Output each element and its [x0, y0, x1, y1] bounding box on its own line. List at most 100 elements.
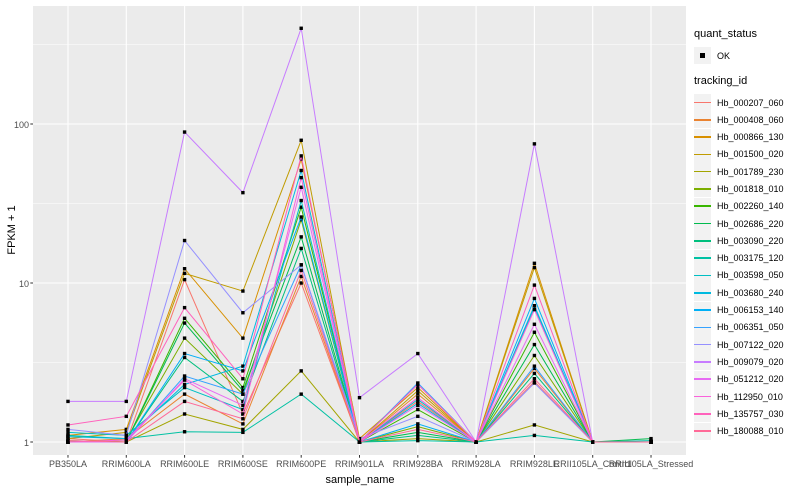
data-point — [241, 407, 245, 412]
legend-line-swatch-icon — [694, 336, 711, 354]
legend-line-swatch-icon — [694, 249, 711, 267]
data-point — [241, 377, 245, 381]
data-point — [532, 371, 537, 376]
x-tick-label: RRIM901LA — [334, 459, 385, 469]
data-point — [182, 378, 187, 382]
x-tick-label: RRIM600LE — [160, 459, 210, 469]
data-point — [532, 265, 537, 270]
legend-label: Hb_006351_050 — [717, 322, 784, 333]
legend-item-Hb_007122_020: Hb_007122_020 — [694, 336, 800, 354]
data-point — [66, 434, 70, 439]
data-point — [182, 271, 187, 276]
data-point — [299, 392, 303, 396]
ok-square-marker-icon — [694, 47, 711, 64]
data-point — [241, 311, 245, 315]
data-point — [649, 436, 653, 441]
legend-item-Hb_006153_140: Hb_006153_140 — [694, 301, 800, 319]
x-tick-label: RRII105LA_Stressed — [608, 459, 694, 469]
legend-line-swatch-icon — [694, 128, 711, 146]
legend-line-swatch-icon — [694, 232, 711, 250]
legend-label: Hb_000408_060 — [717, 114, 784, 125]
y-tick-label: 10 — [18, 278, 29, 289]
data-point — [416, 382, 420, 387]
data-point — [532, 303, 537, 308]
legend-label: Hb_001818_010 — [717, 183, 784, 194]
data-point — [241, 369, 245, 373]
x-tick-label: RRII105LA_Control — [553, 459, 632, 469]
data-point — [241, 385, 245, 390]
x-tick-label: RRIM928LE — [509, 459, 559, 469]
data-point — [532, 142, 537, 146]
legend-line-swatch-icon — [694, 353, 711, 371]
legend-tracking-items: Hb_000207_060 Hb_000408_060 Hb_000866_130 H… — [694, 94, 800, 440]
data-point — [416, 351, 420, 356]
data-point — [416, 433, 420, 438]
legend-item-Hb_000866_130: Hb_000866_130 — [694, 128, 800, 146]
legend-item-Hb_051212_020: Hb_051212_020 — [694, 370, 800, 388]
data-point — [299, 246, 303, 251]
data-point — [416, 403, 420, 408]
data-point — [124, 440, 128, 444]
data-point — [299, 268, 303, 273]
legend-label: Hb_003175_120 — [717, 253, 784, 264]
data-point — [299, 369, 303, 373]
data-point — [416, 392, 420, 396]
data-point — [182, 351, 187, 356]
data-point — [66, 430, 70, 435]
data-point — [532, 353, 537, 358]
legend-line-swatch-icon — [694, 163, 711, 181]
data-point — [532, 261, 537, 266]
data-point — [299, 185, 303, 189]
legend-item-Hb_135757_030: Hb_135757_030 — [694, 405, 800, 423]
data-point — [124, 414, 128, 419]
legend-item-Hb_002260_140: Hb_002260_140 — [694, 197, 800, 215]
y-tick-label: 100 — [13, 119, 29, 130]
y-axis-title: FPKM + 1 — [6, 205, 18, 255]
data-point — [66, 436, 70, 441]
data-point — [182, 382, 187, 387]
x-tick-label: RRIM928LA — [451, 459, 501, 469]
legend-label: Hb_007122_020 — [717, 339, 784, 350]
x-tick-label: PB350LA — [48, 459, 87, 469]
data-point — [182, 130, 187, 134]
data-point — [416, 436, 420, 441]
data-point — [591, 440, 595, 444]
legend-label: Hb_002686_220 — [717, 218, 784, 229]
legend-label: Hb_002260_140 — [717, 201, 784, 212]
data-point — [66, 438, 70, 443]
data-point — [124, 430, 128, 435]
data-point — [532, 322, 537, 326]
data-point — [182, 430, 187, 434]
data-point — [299, 218, 303, 222]
data-point — [416, 385, 420, 390]
data-point — [532, 423, 537, 427]
data-point — [357, 395, 362, 400]
data-point — [532, 283, 537, 287]
data-point — [182, 374, 187, 378]
data-point — [416, 427, 420, 432]
data-point — [416, 424, 420, 429]
data-point — [241, 336, 245, 340]
legend-title-quant-status: quant_status — [694, 28, 757, 40]
y-tick-label: 1 — [23, 437, 29, 448]
data-point — [416, 438, 420, 443]
data-point — [532, 296, 537, 301]
data-point — [182, 267, 187, 271]
legend-item-Hb_003175_120: Hb_003175_120 — [694, 249, 800, 267]
data-point — [182, 277, 187, 282]
data-point — [182, 316, 187, 320]
data-point — [182, 305, 187, 310]
legend-item-Hb_009079_020: Hb_009079_020 — [694, 353, 800, 371]
data-point — [416, 414, 420, 419]
data-point — [241, 399, 245, 404]
legend-item-ok: OK — [694, 47, 800, 64]
data-point — [532, 377, 537, 381]
x-axis-title: sample_name — [325, 474, 395, 486]
data-point — [532, 433, 537, 438]
legend-item-Hb_003680_240: Hb_003680_240 — [694, 284, 800, 302]
data-point — [182, 385, 187, 390]
legend-item-Hb_001818_010: Hb_001818_010 — [694, 180, 800, 198]
data-point — [357, 440, 362, 444]
data-point — [532, 307, 537, 312]
data-point — [299, 235, 303, 239]
